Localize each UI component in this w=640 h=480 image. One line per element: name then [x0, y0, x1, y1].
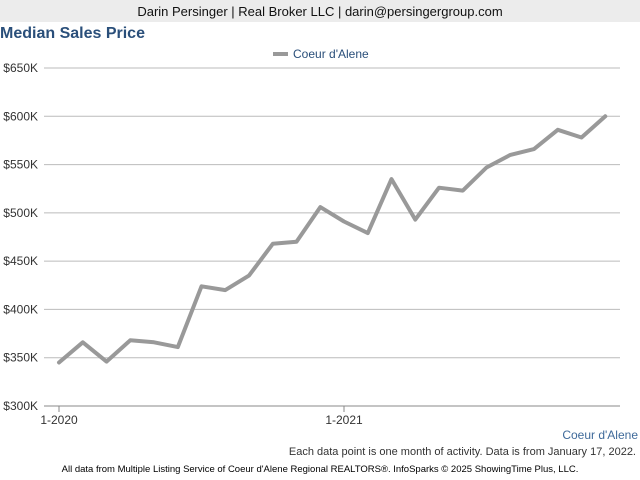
legend-label: Coeur d'Alene [293, 47, 369, 61]
data-point [366, 231, 370, 235]
data-note: Each data point is one month of activity… [288, 446, 636, 458]
data-point [485, 165, 489, 169]
data-point [128, 338, 132, 342]
header-bar: Darin Persinger | Real Broker LLC | dari… [0, 0, 640, 22]
data-point [318, 205, 322, 209]
data-point [81, 340, 85, 344]
y-tick-label: $300K [3, 399, 38, 413]
y-tick-label: $450K [3, 254, 38, 268]
data-point [271, 242, 275, 246]
data-point [57, 361, 61, 365]
data-point [295, 240, 299, 244]
y-tick-label: $550K [3, 158, 38, 172]
data-point [437, 186, 441, 190]
x-tick-label: 1-2020 [40, 413, 78, 427]
data-point [342, 220, 346, 224]
data-point [223, 288, 227, 292]
data-point [461, 189, 465, 193]
data-point [413, 218, 417, 222]
data-point [105, 360, 109, 364]
data-point [508, 153, 512, 157]
y-tick-label: $500K [3, 206, 38, 220]
y-tick-label: $400K [3, 302, 38, 316]
data-point [580, 136, 584, 140]
x-tick-label: 1-2021 [325, 413, 363, 427]
data-point [532, 147, 536, 151]
y-tick-label: $350K [3, 351, 38, 365]
header-text: Darin Persinger | Real Broker LLC | dari… [137, 3, 503, 19]
chart-title: Median Sales Price [0, 25, 145, 42]
y-tick-label: $650K [3, 61, 38, 75]
data-point [247, 274, 251, 278]
data-point [390, 177, 394, 181]
data-point [152, 340, 156, 344]
data-point [556, 128, 560, 132]
data-point [200, 284, 204, 288]
footer-text: All data from Multiple Listing Service o… [61, 464, 579, 475]
series-line [57, 114, 608, 365]
y-tick-label: $600K [3, 109, 38, 123]
data-point [176, 345, 180, 349]
data-point [603, 114, 607, 118]
geography-label[interactable]: Coeur d'Alene [562, 428, 638, 442]
